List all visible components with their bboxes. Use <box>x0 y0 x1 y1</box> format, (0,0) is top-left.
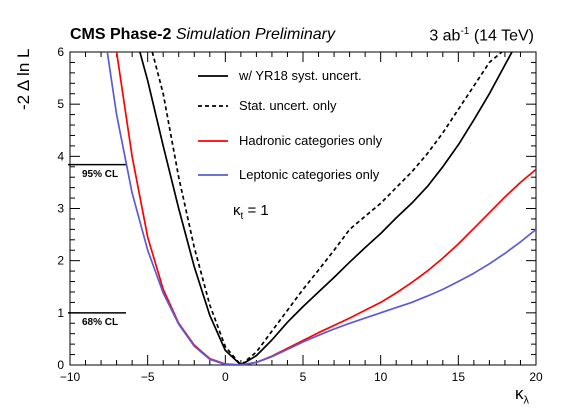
lumi-label: 3 ab-1 (14 TeV) <box>429 26 534 45</box>
experiment-label: CMS Phase-2 <box>70 26 172 43</box>
legend-entry-label: Leptonic categories only <box>239 167 380 182</box>
x-tick-label: 10 <box>374 370 388 384</box>
curve-syst <box>139 52 513 365</box>
x-tick-label: 5 <box>300 370 307 384</box>
y-tick-label: 3 <box>57 202 64 216</box>
lumi-exponent: -1 <box>460 26 470 37</box>
chart-title: CMS Phase-2 Simulation Preliminary <box>70 26 335 44</box>
curve-leptonic <box>106 52 536 365</box>
x-axis-label: κλ <box>515 384 529 406</box>
lumi-value: 3 ab <box>429 27 461 45</box>
curve-stat <box>151 52 503 365</box>
y-axis-label: -2 Δ ln L <box>14 48 33 110</box>
y-tick-label: 6 <box>57 45 64 59</box>
x-tick-label: −5 <box>141 370 155 384</box>
x-axis-label-main: κ <box>515 384 524 403</box>
energy-label: (14 TeV) <box>473 27 534 45</box>
kappa-t-annotation: κt = 1 <box>233 202 269 222</box>
x-tick-label: 15 <box>452 370 466 384</box>
y-tick-label: 1 <box>57 306 64 320</box>
y-tick-label: 0 <box>57 358 64 372</box>
kappa-symbol: κ <box>233 202 241 219</box>
legend-entry-label: w/ YR18 syst. uncert. <box>238 68 362 83</box>
legend-entry-label: Stat. uncert. only <box>239 98 337 113</box>
x-tick-label: −10 <box>60 370 81 384</box>
y-tick-label: 2 <box>57 254 64 268</box>
kappa-value: = 1 <box>243 202 269 219</box>
status-label: Simulation Preliminary <box>175 26 335 43</box>
kappa-subscript: t <box>240 211 244 222</box>
y-tick-label: 4 <box>57 149 64 163</box>
x-tick-label: 0 <box>222 370 229 384</box>
legend-entry-label: Hadronic categories only <box>239 133 383 148</box>
x-axis-label-sub: λ <box>523 394 530 407</box>
x-tick-label: 20 <box>529 370 543 384</box>
y-tick-label: 5 <box>57 97 64 111</box>
cl-95-label: 95% CL <box>82 168 119 180</box>
cl-68-label: 68% CL <box>82 316 119 328</box>
